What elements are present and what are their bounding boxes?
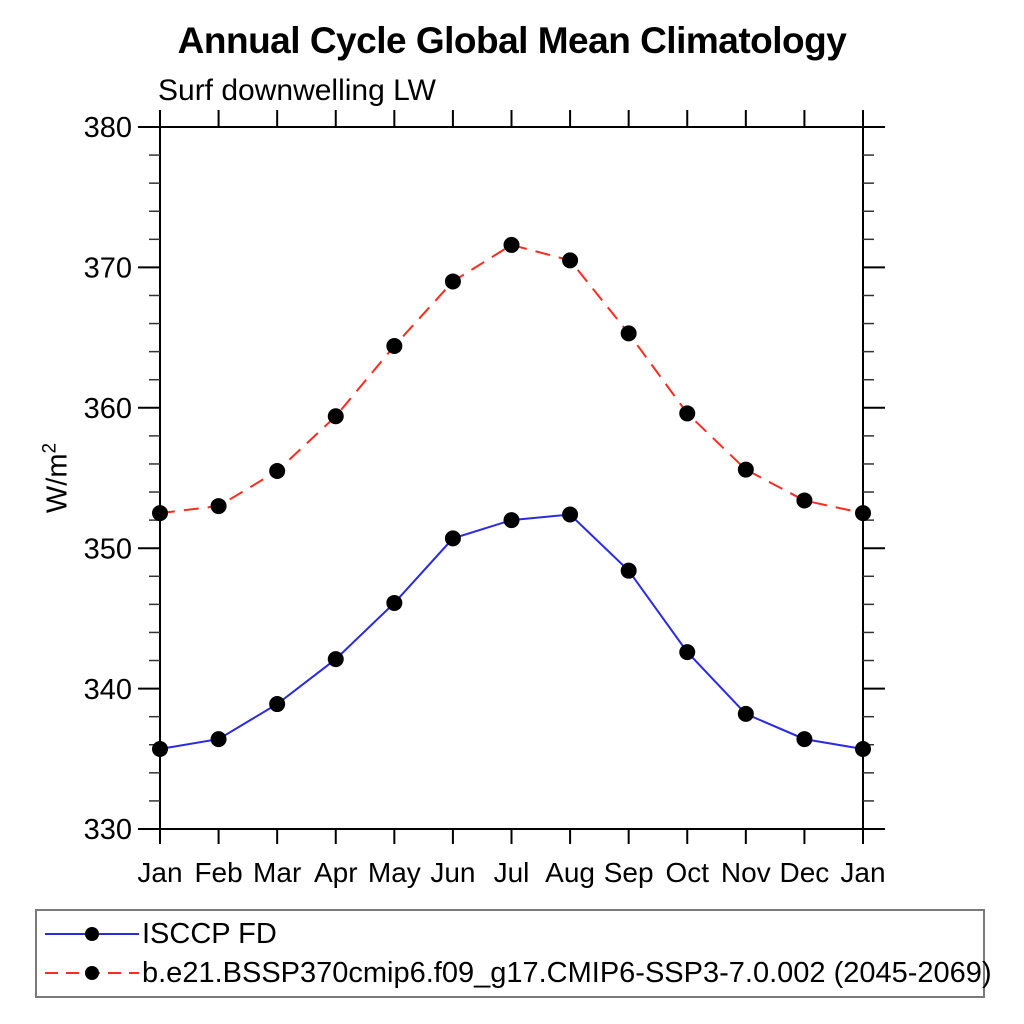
y-tick-label: 330 [84, 814, 132, 846]
y-tick-label: 340 [84, 674, 132, 706]
legend: ISCCP FD b.e21.BSSP370cmip6.f09_g17.CMIP… [35, 909, 992, 998]
data-point-marker [444, 530, 461, 547]
data-point-marker [503, 512, 520, 529]
data-point-marker [269, 696, 286, 713]
data-point-marker [562, 506, 579, 523]
x-tick-label: Sep [604, 857, 654, 888]
x-tick-label: Dec [780, 857, 830, 888]
legend-marker-dot [85, 927, 99, 941]
x-tick-label: Feb [194, 857, 242, 888]
data-point-marker [386, 338, 403, 355]
data-point-marker [562, 252, 579, 269]
data-point-marker [620, 325, 637, 342]
data-point-marker [327, 651, 344, 668]
series-line-0 [159, 513, 864, 750]
legend-line-sample-solid [45, 927, 139, 941]
data-point-marker [737, 705, 754, 722]
data-point-marker [327, 408, 344, 425]
legend-label-isccp: ISCCP FD [142, 917, 277, 950]
legend-marker-dot [85, 966, 99, 980]
y-tick-label: 360 [84, 393, 132, 425]
data-point-marker [444, 273, 461, 290]
x-tick-label: Jul [494, 857, 530, 888]
x-tick-label: Jan [137, 857, 182, 888]
data-point-marker [796, 492, 813, 509]
chart-subtitle: Surf downwelling LW [158, 74, 436, 107]
data-point-marker [386, 594, 403, 611]
data-point-marker [679, 644, 696, 661]
data-point-marker [152, 505, 168, 522]
data-point-marker [620, 562, 637, 579]
legend-label-model: b.e21.BSSP370cmip6.f09_g17.CMIP6-SSP3-7.… [142, 956, 992, 989]
x-tick-label: Mar [253, 857, 301, 888]
x-tick-label: Aug [545, 857, 595, 888]
x-tick-label: Jun [430, 857, 475, 888]
x-tick-label: Jan [840, 857, 885, 888]
x-tick-label: May [368, 857, 421, 888]
data-point-marker [737, 461, 754, 478]
y-tick-label: 370 [84, 253, 132, 285]
chart-title: Annual Cycle Global Mean Climatology [177, 20, 847, 61]
y-tick-label: 380 [84, 112, 132, 144]
data-point-marker [269, 462, 286, 479]
data-point-marker [796, 731, 813, 748]
legend-line-sample-dashed [45, 966, 139, 980]
data-point-marker [503, 236, 520, 253]
data-point-marker [679, 405, 696, 422]
x-tick-label: Apr [314, 857, 358, 888]
data-point-marker [210, 498, 227, 515]
data-point-marker [210, 731, 227, 748]
data-point-marker [152, 740, 168, 757]
x-tick-label: Nov [721, 857, 771, 888]
x-tick-label: Oct [665, 857, 709, 888]
series-line-1 [159, 243, 864, 515]
data-point-marker [855, 740, 871, 757]
legend-item-model: b.e21.BSSP370cmip6.f09_g17.CMIP6-SSP3-7.… [42, 955, 992, 991]
y-tick-label: 350 [84, 533, 132, 565]
data-point-marker [855, 505, 871, 522]
legend-item-isccp: ISCCP FD [42, 916, 277, 952]
